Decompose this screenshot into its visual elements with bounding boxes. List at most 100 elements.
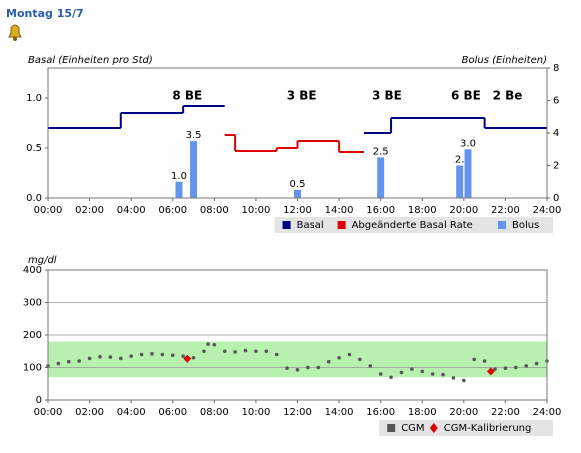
cgm-point bbox=[118, 356, 123, 361]
calibration-point bbox=[486, 367, 495, 376]
cgm-point bbox=[295, 367, 300, 372]
cgm-point bbox=[254, 349, 258, 354]
bolus-bar bbox=[294, 189, 301, 198]
x-tick-label: 20:00 bbox=[449, 205, 478, 216]
y-tick-label: 300 bbox=[23, 298, 42, 309]
x-tick-label: 24:00 bbox=[533, 407, 562, 418]
x-tick-label: 02:00 bbox=[75, 407, 104, 418]
y-tick-label: 0 bbox=[36, 395, 42, 406]
cgm-point bbox=[503, 366, 508, 370]
x-tick-label: 02:00 bbox=[75, 205, 104, 216]
cgm-point bbox=[378, 372, 383, 376]
legend-swatch bbox=[429, 423, 438, 433]
legend-label: CGM bbox=[401, 423, 424, 434]
x-tick-label: 04:00 bbox=[117, 407, 146, 418]
cgm-point bbox=[129, 354, 133, 358]
legend-swatch bbox=[337, 221, 346, 229]
legend-label: Basal bbox=[297, 220, 324, 231]
bolus-label: 3.5 bbox=[186, 130, 202, 141]
cgm-point bbox=[170, 353, 175, 357]
bolus-bar bbox=[464, 149, 472, 198]
y2-tick-label: 2 bbox=[553, 161, 559, 172]
x-tick-label: 06:00 bbox=[158, 205, 187, 216]
x-tick-label: 14:00 bbox=[325, 407, 354, 418]
bolus-label: 3.0 bbox=[460, 138, 476, 149]
cgm-point bbox=[493, 367, 497, 371]
cgm-point bbox=[368, 364, 373, 368]
y-axis-label: mg/dl bbox=[28, 255, 57, 266]
x-tick-label: 20:00 bbox=[449, 407, 478, 418]
cgm-point bbox=[514, 365, 518, 370]
x-tick-label: 00:00 bbox=[34, 407, 63, 418]
cgm-point bbox=[462, 378, 466, 383]
x-tick-label: 24:00 bbox=[533, 205, 562, 216]
legend-label: CGM-Kalibrierung bbox=[444, 423, 532, 434]
bolus-label: 1.0 bbox=[171, 171, 187, 182]
x-tick-label: 04:00 bbox=[117, 205, 146, 216]
cgm-point bbox=[524, 364, 529, 368]
y2-tick-label: 6 bbox=[553, 96, 559, 107]
x-tick-label: 06:00 bbox=[158, 407, 187, 418]
cgm-point bbox=[420, 369, 425, 374]
cgm-point bbox=[326, 359, 331, 364]
cgm-point bbox=[202, 349, 206, 354]
cgm-point bbox=[108, 355, 113, 359]
x-tick-label: 08:00 bbox=[200, 205, 229, 216]
cgm-point bbox=[181, 354, 185, 358]
x-tick-label: 10:00 bbox=[242, 407, 271, 418]
cgm-point bbox=[206, 342, 210, 346]
cgm-point bbox=[482, 359, 487, 363]
bolus-bar bbox=[377, 157, 385, 198]
cgm-point bbox=[233, 350, 237, 354]
cgm-point bbox=[316, 365, 321, 370]
calibration-point bbox=[183, 354, 192, 363]
cgm-point bbox=[441, 372, 445, 377]
cgm-point bbox=[337, 355, 341, 360]
cgm-point bbox=[264, 349, 269, 354]
y2-tick-label: 0 bbox=[553, 193, 559, 204]
y2-tick-label: 8 bbox=[553, 63, 559, 74]
plot-area bbox=[48, 68, 547, 198]
x-tick-label: 12:00 bbox=[283, 205, 312, 216]
legend-swatch bbox=[387, 424, 396, 432]
y-tick-label: 0.0 bbox=[26, 193, 42, 204]
cgm-point bbox=[243, 348, 248, 353]
y-tick-label: 200 bbox=[23, 330, 42, 341]
cgm-point bbox=[285, 366, 289, 370]
cgm-point bbox=[534, 361, 539, 366]
x-tick-label: 00:00 bbox=[34, 205, 63, 216]
x-tick-label: 08:00 bbox=[200, 407, 229, 418]
y-tick-label: 100 bbox=[23, 363, 42, 374]
bolus-label: 0.5 bbox=[290, 179, 306, 190]
cgm-point bbox=[98, 354, 102, 359]
cgm-point bbox=[399, 370, 404, 375]
legend-label: Bolus bbox=[512, 220, 539, 231]
y-axis-label: Basal (Einheiten pro Std) bbox=[28, 55, 153, 66]
x-tick-label: 22:00 bbox=[491, 205, 520, 216]
target-range bbox=[48, 341, 547, 378]
cgm-point bbox=[358, 357, 362, 362]
legend-label: Abgeänderte Basal Rate bbox=[352, 220, 473, 231]
bolus-bar bbox=[175, 181, 183, 198]
cgm-point bbox=[389, 375, 393, 380]
plot-frame bbox=[47, 67, 548, 199]
x-tick-label: 12:00 bbox=[283, 407, 312, 418]
x-tick-label: 18:00 bbox=[408, 407, 437, 418]
cgm-point bbox=[472, 357, 477, 362]
cgm-point bbox=[191, 355, 196, 360]
bolus-bar bbox=[190, 141, 198, 198]
y-tick-label: 400 bbox=[23, 265, 42, 276]
cgm-point bbox=[87, 356, 92, 361]
carb-annotation: 8 BE bbox=[172, 89, 202, 103]
cgm-point bbox=[212, 342, 217, 347]
carb-annotation: 6 BE bbox=[451, 89, 481, 103]
cgm-point bbox=[222, 349, 227, 354]
carb-annotation: 3 BE bbox=[287, 89, 317, 103]
x-tick-label: 14:00 bbox=[325, 205, 354, 216]
cgm-point bbox=[66, 359, 71, 364]
page-title: Montag 15/7 bbox=[6, 7, 84, 20]
cgm-point bbox=[410, 367, 414, 371]
cgm-point bbox=[347, 352, 352, 357]
x-tick-label: 16:00 bbox=[366, 205, 395, 216]
cgm-point bbox=[430, 372, 435, 376]
